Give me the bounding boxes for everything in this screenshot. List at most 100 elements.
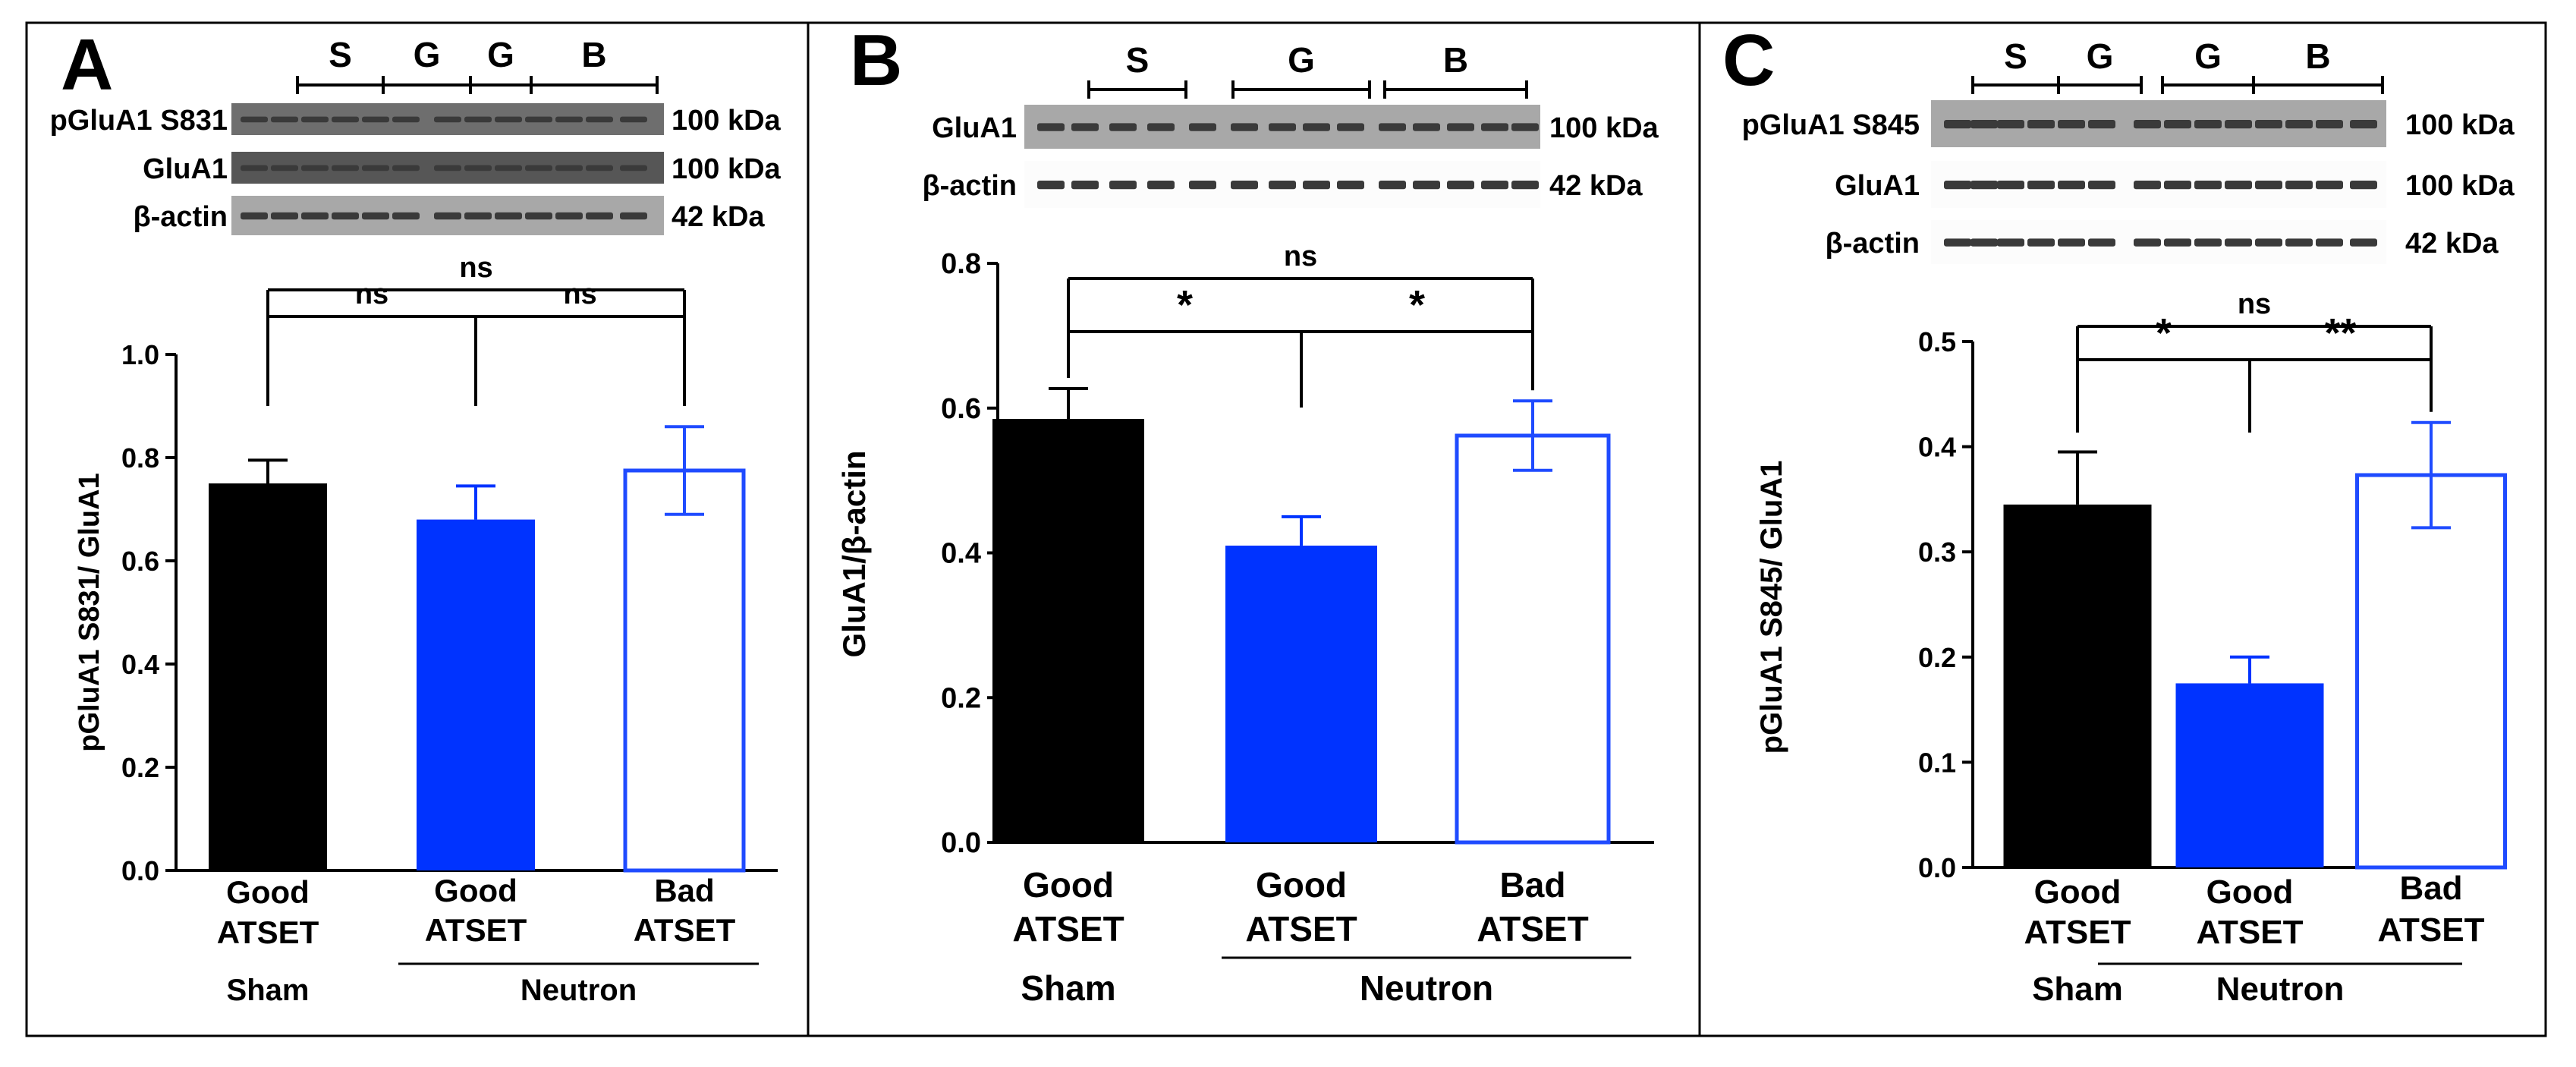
group-label-sham: Sham [2032,971,2123,1008]
category-label: ATSET [1012,909,1124,949]
category-label: Good [2034,873,2122,911]
bar [992,419,1144,842]
blot-band [2134,120,2161,129]
category-label: ATSET [2197,914,2304,951]
blot-band [2225,120,2252,129]
bar [1225,545,1377,842]
blot-band [1944,120,1971,129]
blot-band [495,165,522,172]
blot-band [2088,120,2115,129]
blot-band [241,165,268,172]
blot-band [1147,123,1175,131]
blot-band [2088,181,2115,190]
blot-kda-label: 42 kDa [1549,170,1643,202]
y-tick-label: 0.1 [1918,747,1956,778]
blot-band [2194,120,2222,129]
bar [1455,433,1611,845]
blot-band [2255,120,2282,129]
blot-band [362,116,389,123]
blot-group-label: S [1126,40,1150,80]
blot-band [392,212,420,220]
blot-group-label: S [2004,36,2027,76]
blot-band [1447,181,1474,190]
category-label: ATSET [2378,911,2485,949]
blot-band [1231,123,1258,131]
blot-band [2058,120,2085,129]
panel-b: B S G B GluA1 100 kDa β-actin 42 kDa 0.0 0.2 0.4 0.… [807,20,1701,1037]
y-tick-label: 0.6 [121,546,159,577]
blot-band [2088,238,2115,247]
blot-group-label: S [329,35,352,74]
blot-band [1944,238,1971,247]
blot-band [2027,238,2055,247]
significance-label: * [1177,282,1193,328]
bar [2003,504,2152,867]
category-label: Good [434,873,517,908]
group-label-neutron: Neutron [2216,971,2345,1008]
category-label: Good [2206,873,2294,911]
blot-band [392,116,420,123]
significance-label: ns [2238,288,2271,320]
y-axis-label: pGluA1 S831/ GluA1 [74,473,105,751]
blot-band [392,165,420,172]
y-tick-label: 0.2 [941,682,981,714]
blot-band [1997,238,2024,247]
blot-band [1481,181,1508,190]
y-tick-label: 0.0 [941,827,981,859]
bar [2175,683,2324,867]
significance-label: ns [1284,241,1317,272]
blot-band [301,116,329,123]
y-tick-label: 0.4 [1918,432,1956,463]
blot-band [2316,120,2343,129]
panel-letter: C [1722,20,1775,101]
blot-band [271,212,298,220]
blot-row-label: GluA1 [1835,170,1920,202]
blot-band [332,212,359,220]
significance-label: ns [563,279,596,310]
significance-label: * [1409,282,1425,328]
blot-row-label: pGluA1 S831 [50,105,228,137]
blot-band [1109,181,1137,190]
blot-band [525,116,552,123]
blot-group-label: G [1288,40,1315,80]
blot-band [2027,120,2055,129]
blot-band [1269,123,1296,131]
blot-band [434,116,461,123]
blot-group-label: B [1443,40,1468,80]
category-label: ATSET [1245,909,1357,949]
blot-band [434,165,461,172]
blot-band [2316,238,2343,247]
blot-band [1971,181,1998,190]
blot-band [1511,181,1539,190]
blot-band [1147,181,1175,190]
blot-band [464,165,492,172]
blot-row-label: GluA1 [143,153,228,185]
blot-band [555,165,583,172]
category-label: Bad [1500,865,1566,905]
blot-band [620,116,647,123]
blot-band [555,212,583,220]
blot-band [362,212,389,220]
y-tick-label: 0.0 [121,855,159,886]
blot-band [1481,123,1508,131]
significance-label: ns [459,252,492,284]
blot-group-label: G [2194,36,2222,76]
category-label: Good [1256,865,1347,905]
blot-kda-label: 42 kDa [672,201,765,233]
blot-band [1269,181,1296,190]
blot-band [301,212,329,220]
blot-band [1303,181,1330,190]
category-label: ATSET [2024,914,2131,951]
blot-band [2285,181,2313,190]
group-label-sham: Sham [227,974,310,1007]
blot-band [495,212,522,220]
blot-band [2058,238,2085,247]
category-label: Bad [654,873,714,908]
blot-band [241,116,268,123]
blot-band [2134,238,2161,247]
blot-band [1379,123,1406,131]
blot-band [2350,238,2377,247]
blot-band [271,116,298,123]
